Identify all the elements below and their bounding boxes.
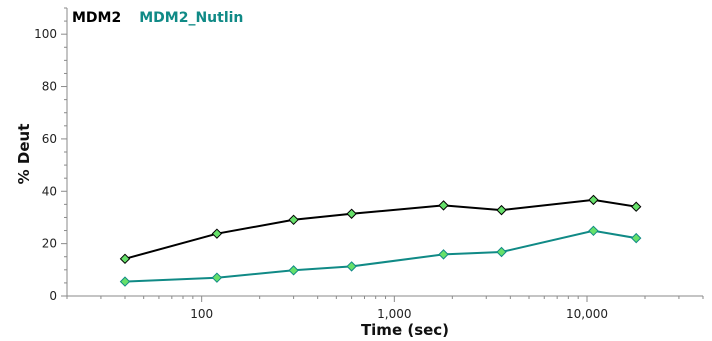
- x-axis-title: Time (sec): [361, 321, 449, 339]
- y-tick-label: 60: [42, 132, 57, 146]
- legend-entry-1: MDM2: [72, 10, 121, 26]
- series-layer: [119, 194, 642, 287]
- data-point-marker: [630, 201, 642, 212]
- data-point-marker: [288, 265, 299, 276]
- data-point-marker: [496, 204, 507, 216]
- data-point-marker: [588, 225, 599, 237]
- data-point-marker: [438, 200, 449, 211]
- y-axis-title: % Deut: [15, 124, 33, 185]
- x-tick-label: 1,000: [377, 307, 411, 321]
- y-tick-label: 40: [42, 184, 57, 198]
- data-point-marker: [346, 261, 357, 272]
- y-tick-label: 20: [42, 237, 57, 251]
- data-point-marker: [119, 253, 131, 265]
- x-tick-label: 100: [190, 307, 213, 321]
- data-point-marker: [496, 246, 507, 258]
- series-line-2: [124, 229, 637, 283]
- data-point-marker: [346, 208, 357, 219]
- data-point-marker: [288, 214, 299, 226]
- data-point-marker: [630, 232, 642, 244]
- legend-entry-2: MDM2_Nutlin: [139, 10, 243, 26]
- data-point-marker: [211, 228, 223, 239]
- y-tick-label: 0: [49, 289, 57, 303]
- series-line-1: [124, 198, 637, 260]
- y-tick-label: 80: [42, 80, 57, 94]
- axes: 0 20 40 60 80 100 100 1,000 10,000: [34, 7, 704, 321]
- data-point-marker: [119, 276, 131, 287]
- y-tick-label: 100: [34, 27, 57, 41]
- data-point-marker: [211, 272, 223, 283]
- data-point-marker: [438, 249, 449, 260]
- x-tick-label: 10,000: [566, 307, 608, 321]
- data-point-marker: [588, 194, 599, 206]
- legend: MDM2 MDM2_Nutlin: [72, 10, 243, 26]
